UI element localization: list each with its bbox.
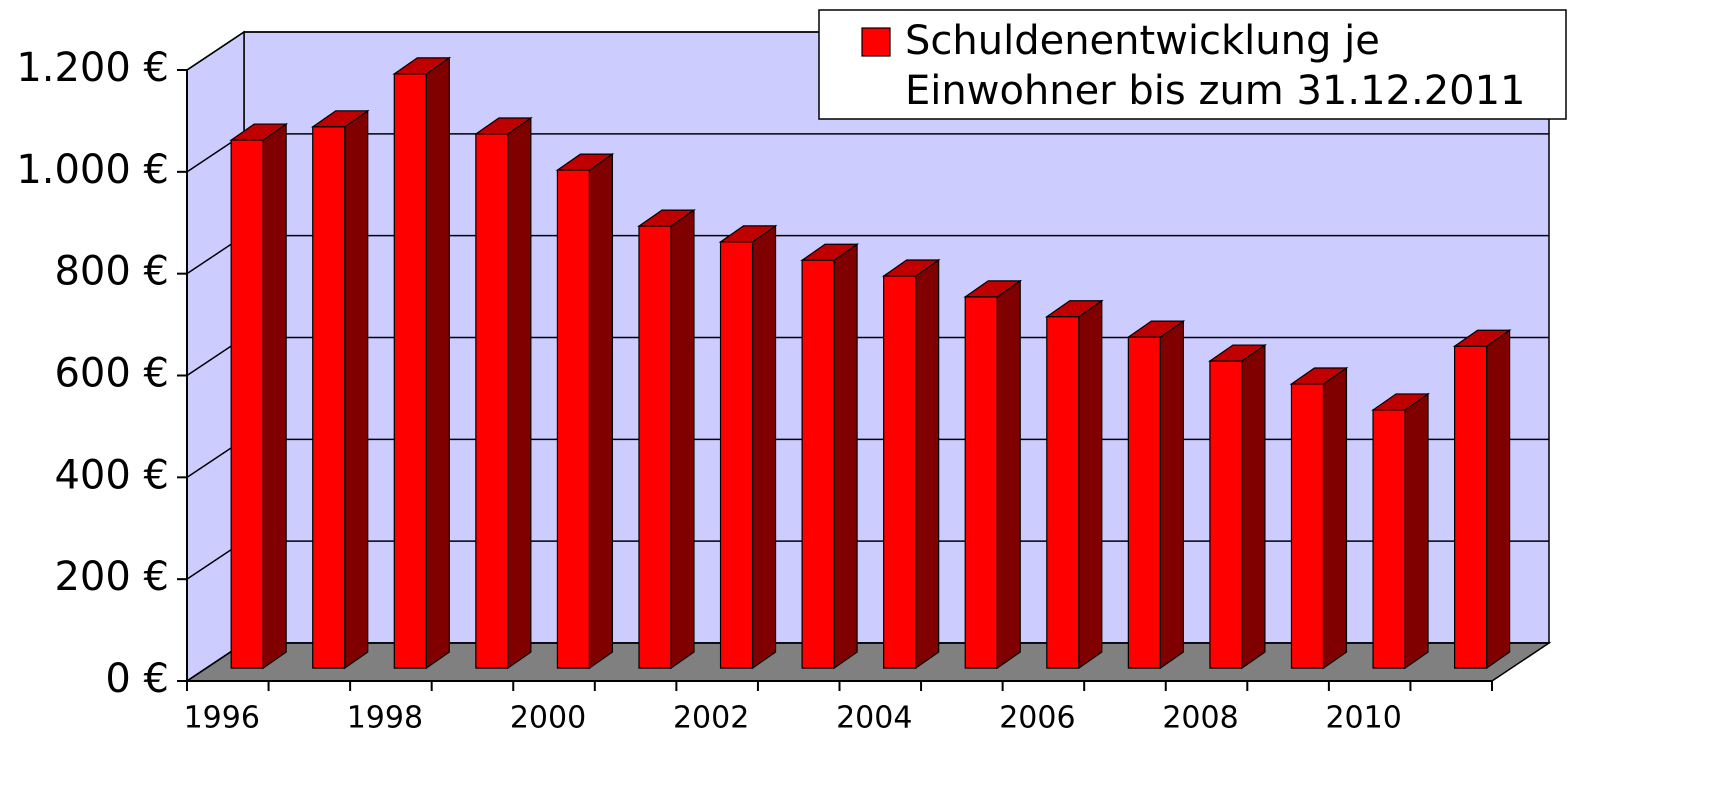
bar-side: [344, 109, 369, 670]
bar: [392, 56, 452, 670]
bar-front: [1127, 336, 1161, 669]
bar-side: [1404, 392, 1429, 670]
x-tick-label: 2006: [999, 701, 1075, 736]
bar-side: [588, 152, 614, 670]
bar: [1289, 366, 1349, 670]
bar-front: [1453, 345, 1488, 669]
y-tick-label: 800 €: [54, 249, 169, 295]
legend-label: Schuldenentwicklung je Einwohner bis zum…: [905, 18, 1526, 114]
x-tick-label: 1996: [184, 701, 260, 736]
bar-front: [1290, 383, 1325, 669]
x-tick-label: 2008: [1162, 701, 1238, 736]
bar: [718, 224, 778, 670]
bar-side: [670, 208, 695, 670]
bar-front: [312, 126, 346, 669]
bar: [310, 109, 370, 670]
y-tick-label: 1.000 €: [16, 147, 169, 193]
bar: [473, 116, 533, 670]
bar-front: [638, 225, 672, 669]
bar-front: [1209, 360, 1243, 669]
y-tick-label: 200 €: [54, 554, 169, 600]
bar-front: [393, 73, 427, 669]
bar-front: [883, 275, 917, 669]
y-tick-label: 0 €: [105, 656, 169, 702]
bar-front: [719, 241, 754, 669]
bar-front: [801, 259, 835, 669]
bar: [229, 122, 289, 670]
bar-front: [1372, 409, 1406, 669]
y-tick-label: 600 €: [54, 351, 169, 397]
bar: [555, 152, 615, 670]
bar-side: [1078, 299, 1103, 670]
bar: [1207, 343, 1267, 670]
bar-side: [996, 279, 1021, 670]
bar: [1044, 299, 1104, 670]
bar-side: [507, 116, 532, 670]
bar-side: [1322, 366, 1348, 670]
bar: [1452, 329, 1512, 670]
bar-side: [262, 122, 287, 670]
bar: [1126, 319, 1186, 670]
bar-side: [1241, 343, 1266, 670]
bar-front: [556, 169, 591, 669]
bar: [1371, 392, 1430, 670]
bar-side: [833, 243, 858, 670]
bar-side: [425, 56, 450, 670]
bar-side: [915, 258, 940, 670]
bar-side: [1485, 329, 1511, 670]
legend-line: Einwohner bis zum 31.12.2011: [905, 68, 1526, 114]
x-tick-label: 2000: [510, 701, 586, 736]
x-tick-label: 1998: [347, 701, 423, 736]
bar-front: [475, 133, 509, 669]
bar: [637, 208, 696, 670]
legend-swatch: [861, 27, 891, 57]
bar-front: [964, 296, 998, 669]
bar: [963, 279, 1023, 670]
bar: [881, 258, 941, 670]
x-tick-label: 2002: [673, 701, 749, 736]
bar-side: [1159, 319, 1184, 670]
bar-side: [751, 224, 777, 670]
legend: Schuldenentwicklung je Einwohner bis zum…: [818, 9, 1567, 120]
bar-front: [230, 139, 264, 669]
bar: [800, 243, 860, 670]
x-tick-label: 2004: [836, 701, 912, 736]
y-tick-label: 1.200 €: [16, 45, 169, 91]
legend-line: Schuldenentwicklung je: [905, 18, 1393, 64]
x-tick-label: 2010: [1325, 701, 1401, 736]
y-tick-label: 400 €: [54, 452, 169, 498]
bar-front: [1046, 316, 1080, 669]
legend-box: [818, 9, 1567, 120]
